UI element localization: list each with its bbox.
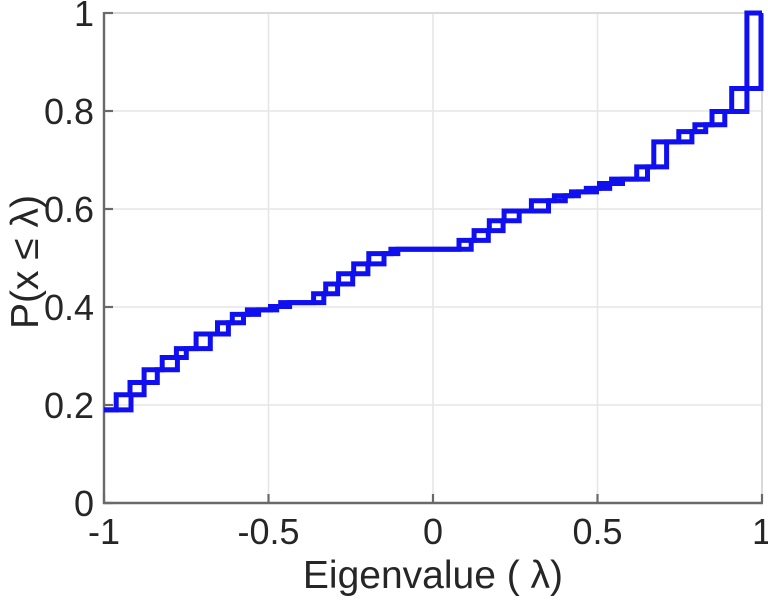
x-tick-label: 0 (423, 511, 443, 552)
x-axis-label: Eigenvalue ( λ) (303, 554, 563, 597)
y-tick-label: 0.6 (44, 189, 94, 230)
y-axis-label: P(x ≤ λ) (4, 195, 47, 329)
y-tick-label: 0.2 (44, 385, 94, 426)
x-tick-label: 1 (752, 511, 768, 552)
x-tick-label: 0.5 (572, 511, 622, 552)
series-layer (104, 10, 764, 413)
ecdf-curve-2-line (104, 10, 764, 413)
tick-layer (102, 11, 764, 505)
y-tick-label: 1 (74, 0, 94, 34)
x-tick-label: -0.5 (237, 511, 299, 552)
grid-layer (103, 12, 763, 504)
y-tick-label: 0.4 (44, 287, 94, 328)
y-tick-label: 0.8 (44, 91, 94, 132)
x-tick-label: -1 (88, 511, 120, 552)
tick-labels-layer: -1 -0.5 0 0.5 1 0 0.2 0.4 0.6 0.8 1 (44, 0, 768, 552)
y-tick-label: 0 (74, 483, 94, 524)
